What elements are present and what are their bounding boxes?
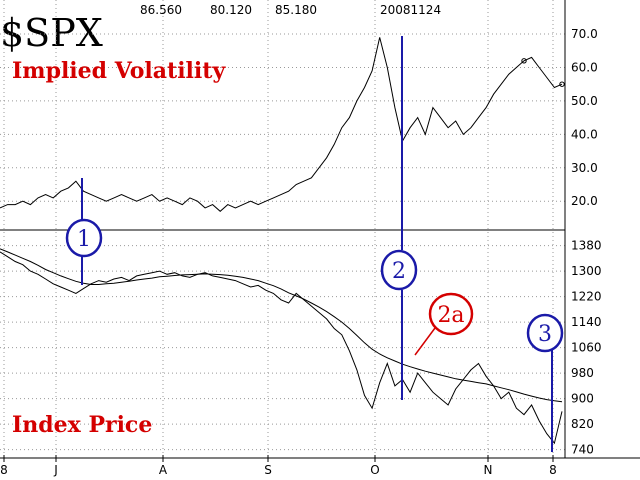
callout-1-circle <box>65 218 103 258</box>
price-series-line <box>0 251 563 445</box>
x-axis-ticks: 8 J A S O N 8 <box>0 0 557 477</box>
price-tick-label: 1380 <box>571 239 602 253</box>
moving-average-line <box>0 248 563 403</box>
price-tick-label: 820 <box>571 417 594 431</box>
callout-2: 2 <box>380 36 418 400</box>
price-tick-label: 1060 <box>571 341 602 355</box>
callout-3-circle <box>526 313 564 353</box>
callout-1: 1 <box>65 178 103 285</box>
callout-2a: 2a <box>414 292 474 356</box>
iv-tick-label: 50.0 <box>571 94 598 108</box>
iv-tick-label: 20.0 <box>571 194 598 208</box>
price-tick-label: 1140 <box>571 315 602 329</box>
x-tick-label: 8 <box>0 463 8 477</box>
header-value-2: 80.120 <box>210 3 252 17</box>
x-tick-label: A <box>159 463 168 477</box>
callout-3-text: 3 <box>538 322 552 347</box>
iv-y-ticks: 70.0 60.0 50.0 40.0 30.0 20.0 <box>571 27 598 208</box>
iv-tick-label: 40.0 <box>571 127 598 141</box>
iv-end-markers <box>521 58 565 87</box>
index-price-label: Index Price <box>12 412 152 438</box>
iv-marker <box>559 81 565 87</box>
symbol-title: $SPX <box>0 11 103 55</box>
callout-2-text: 2 <box>392 259 406 284</box>
price-tick-label: 1300 <box>571 264 602 278</box>
callout-3: 3 <box>526 313 564 452</box>
iv-tick-label: 70.0 <box>571 27 598 41</box>
iv-tick-label: 60.0 <box>571 60 598 74</box>
iv-tick-label: 30.0 <box>571 161 598 175</box>
x-tick-label: S <box>264 463 272 477</box>
price-tick-label: 980 <box>571 366 594 380</box>
x-tick-label: O <box>370 463 379 477</box>
implied-volatility-label: Implied Volatility <box>12 58 226 84</box>
header-value-3: 85.180 <box>275 3 317 17</box>
callout-1-text: 1 <box>77 227 91 252</box>
x-tick-label: J <box>53 463 58 477</box>
iv-marker <box>521 58 527 64</box>
price-y-ticks: 1380 1300 1220 1140 1060 980 900 820 740 <box>571 239 602 457</box>
iv-series-line <box>0 37 563 212</box>
callout-2a-text: 2a <box>437 303 464 328</box>
price-tick-label: 740 <box>571 443 594 457</box>
callout-2a-circle <box>428 292 474 336</box>
callout-2a-line <box>414 327 436 356</box>
callout-2-circle <box>380 249 418 291</box>
x-tick-label: N <box>484 463 493 477</box>
header-value-1: 86.560 <box>140 3 182 17</box>
header-date: 20081124 <box>380 3 441 17</box>
price-tick-label: 900 <box>571 392 594 406</box>
x-tick-label: 8 <box>549 463 557 477</box>
price-tick-label: 1220 <box>571 290 602 304</box>
